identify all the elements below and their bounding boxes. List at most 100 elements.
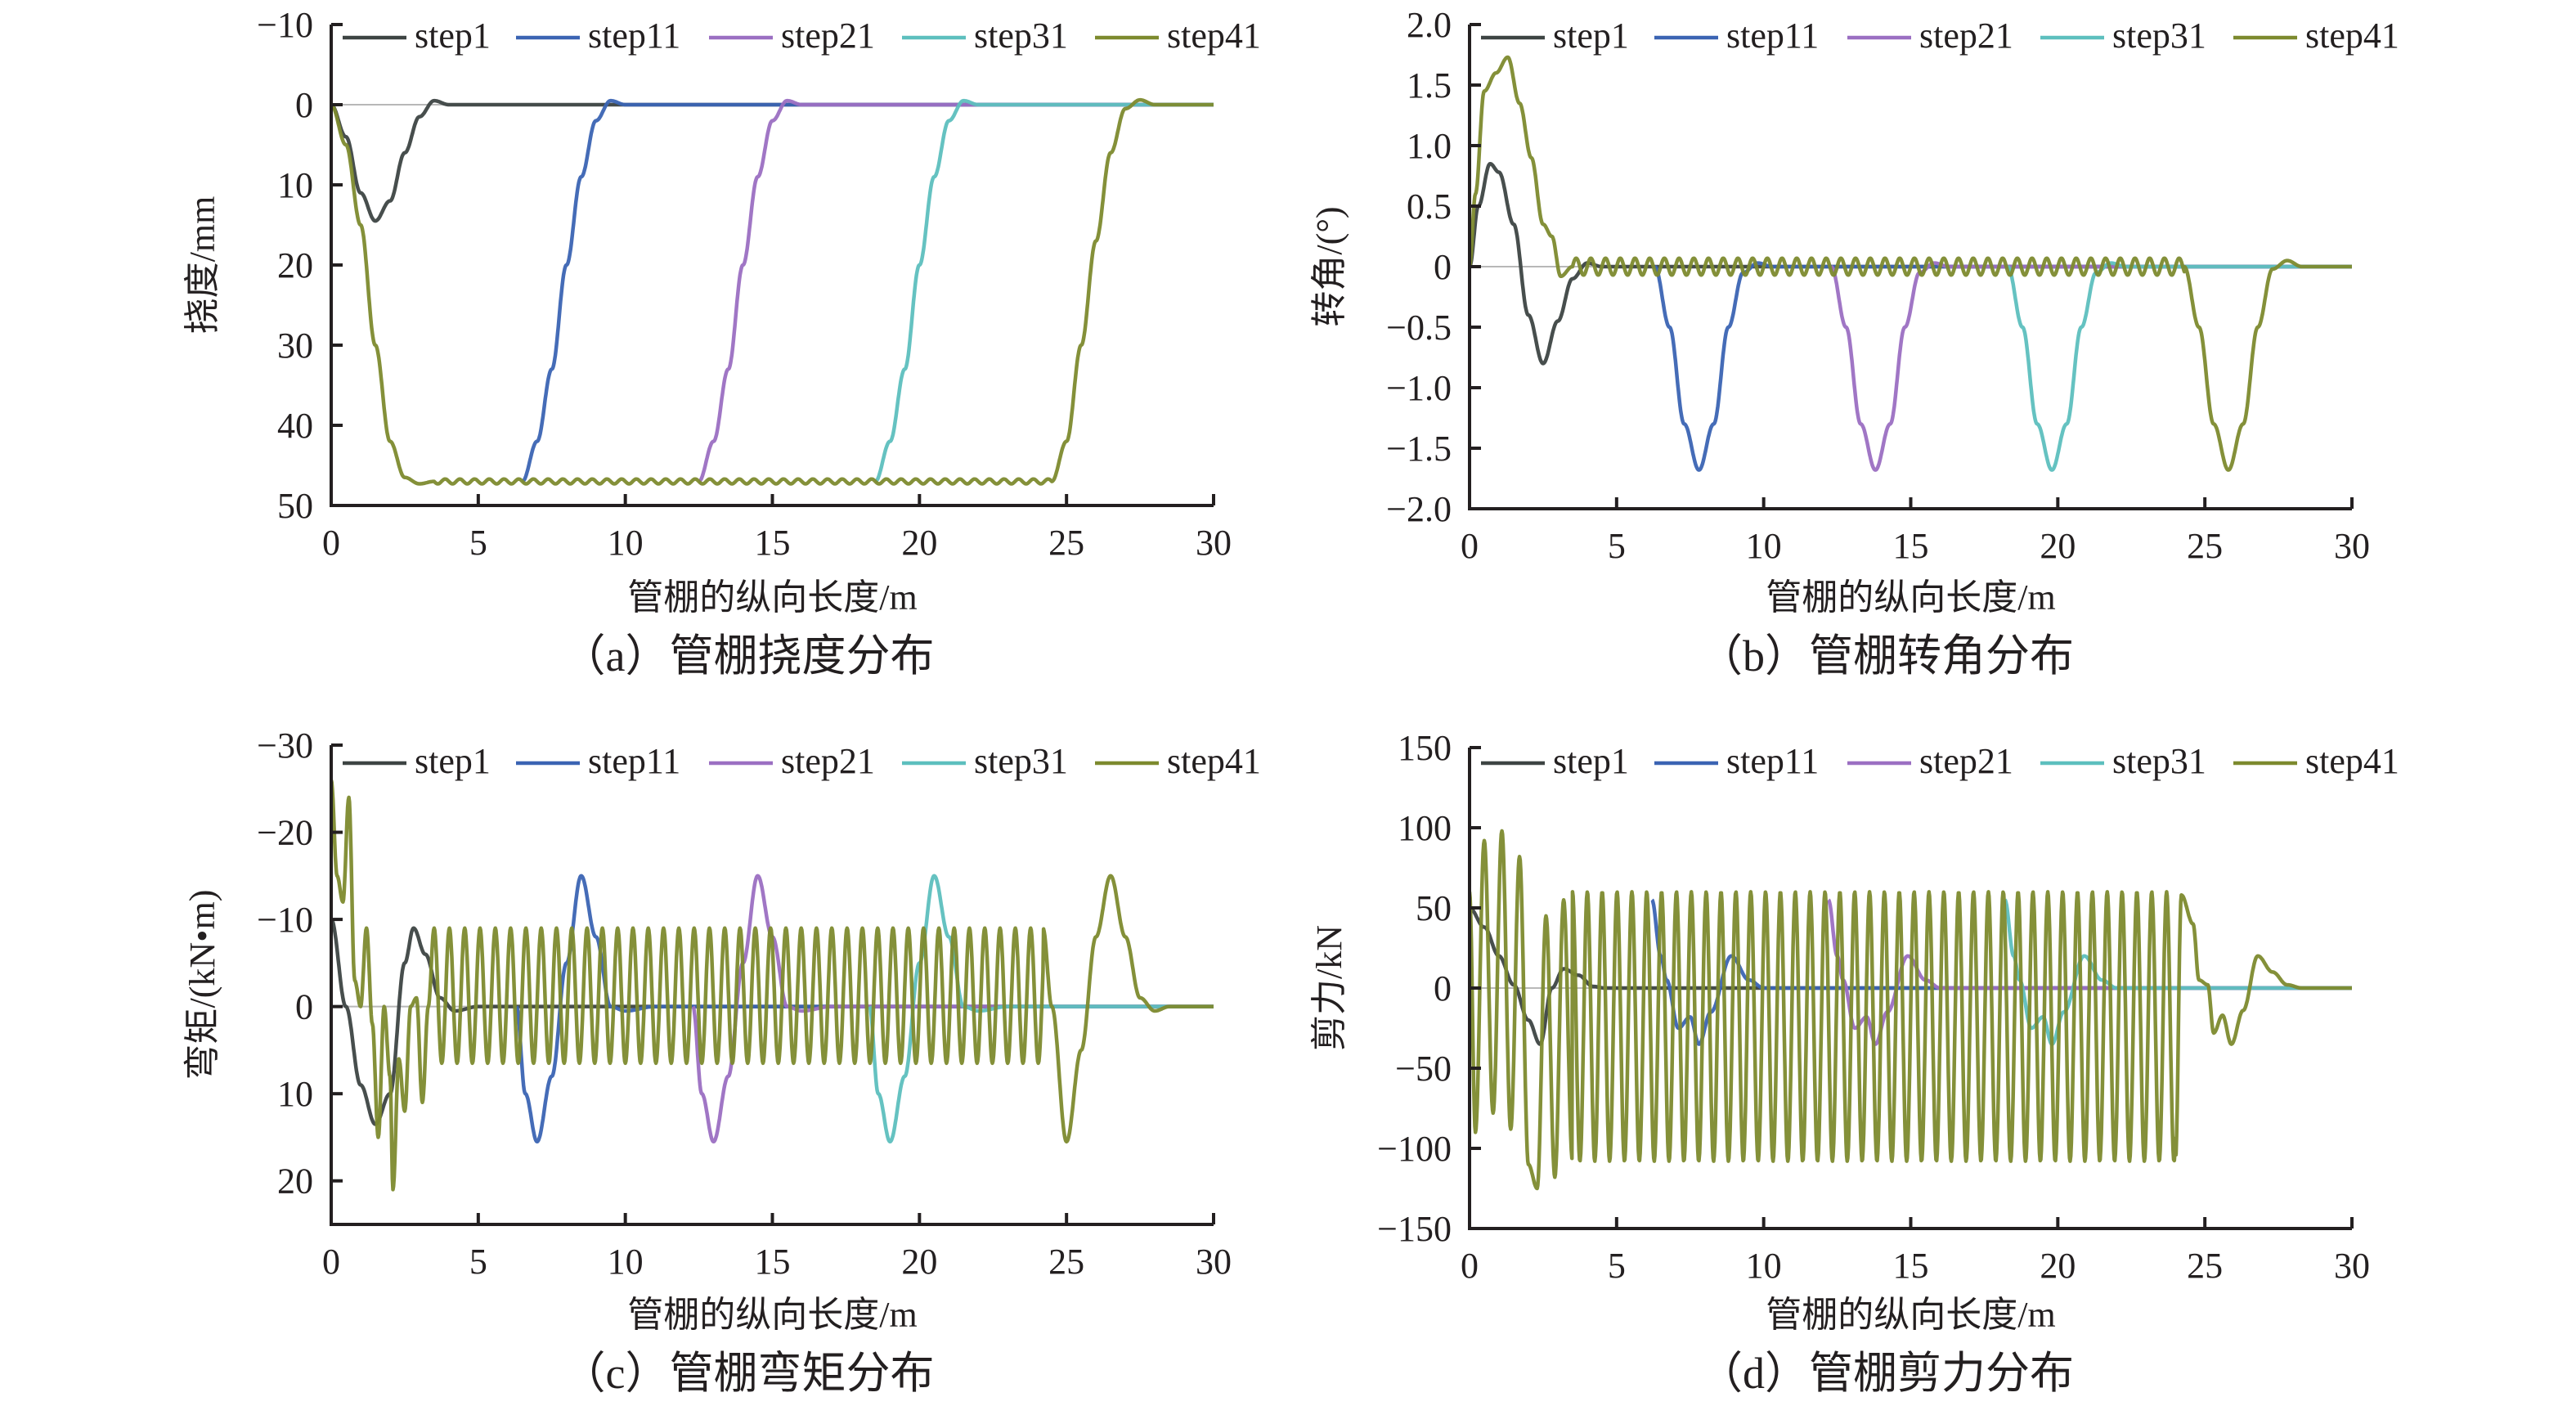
series-line-step1 [331, 98, 1214, 223]
y-tick-label: −150 [1377, 1209, 1452, 1249]
legend-item-step11[interactable]: step11 [1654, 741, 1819, 781]
legend-item-step21[interactable]: step21 [709, 741, 875, 781]
legend-label: step21 [781, 16, 875, 56]
x-tick-label: 25 [1048, 1242, 1084, 1282]
legend-item-step41[interactable]: step41 [2233, 741, 2399, 781]
x-axis-label: 管棚的纵向长度/m [627, 1295, 917, 1335]
panel-b-rotation: 0 5 10 15 20 25 30 −2.0 −1.5 −1.0 −0.5 0 0.5 1.0 1.5 2.… [1309, 5, 2399, 681]
legend: step1 step11 step21 step31 step41 [343, 16, 1261, 56]
legend-label: step11 [588, 16, 680, 56]
series-line-step41 [1470, 55, 2352, 472]
x-tick-label: 15 [1893, 1246, 1929, 1286]
legend-item-step1[interactable]: step1 [1481, 16, 1629, 56]
y-tick-label: 0 [295, 987, 313, 1027]
x-tick-label: 20 [2040, 526, 2076, 566]
x-tick-label: 10 [1746, 526, 1782, 566]
legend-item-step1[interactable]: step1 [343, 16, 491, 56]
x-tick-label: 30 [2334, 526, 2370, 566]
y-tick-label: 1.0 [1407, 126, 1452, 166]
y-tick-label: 0 [1434, 247, 1452, 287]
legend-item-step41[interactable]: step41 [1095, 741, 1261, 781]
y-tick-label: 0.5 [1407, 186, 1452, 227]
legend-label: step21 [1919, 16, 2013, 56]
x-tick-label: 30 [2334, 1246, 2370, 1286]
legend-label: step1 [415, 16, 491, 56]
series-line-step11 [1654, 261, 2352, 472]
x-tick-label: 0 [322, 523, 340, 563]
x-tick-label: 15 [755, 523, 791, 563]
legend-label: step41 [2305, 16, 2399, 56]
y-tick-label: 30 [277, 326, 313, 366]
legend-item-step11[interactable]: step11 [1654, 16, 1819, 56]
legend-label: step11 [588, 741, 680, 781]
legend-label: step1 [1553, 16, 1629, 56]
legend-item-step11[interactable]: step11 [516, 16, 680, 56]
x-tick-label: 30 [1196, 1242, 1232, 1282]
legend-item-step1[interactable]: step1 [343, 741, 491, 781]
legend-label: step11 [1726, 16, 1819, 56]
x-axis-label: 管棚的纵向长度/m [1766, 577, 2055, 618]
x-tick-label: 10 [608, 1242, 644, 1282]
y-tick-label: 50 [277, 486, 313, 526]
x-tick-label: 10 [1746, 1246, 1782, 1286]
legend-item-step21[interactable]: step21 [1847, 16, 2013, 56]
legend-label: step41 [1167, 741, 1261, 781]
series-line-step21 [698, 98, 1214, 483]
series-group [1470, 55, 2352, 472]
legend-item-step1[interactable]: step1 [1481, 741, 1629, 781]
y-tick-label: 20 [277, 245, 313, 285]
legend: step1 step11 step21 step31 step41 [1481, 741, 2399, 781]
y-tick-label: 10 [277, 1074, 313, 1114]
legend-label: step21 [1919, 741, 2013, 781]
legend-label: step31 [974, 16, 1068, 56]
series-line-step41 [331, 97, 1214, 486]
legend-label: step21 [781, 741, 875, 781]
series-group [331, 779, 1214, 1192]
series-line-step41 [1470, 829, 2352, 1191]
legend-item-step21[interactable]: step21 [709, 16, 875, 56]
legend-item-step21[interactable]: step21 [1847, 741, 2013, 781]
legend-item-step41[interactable]: step41 [1095, 16, 1261, 56]
series-group [331, 97, 1214, 486]
y-axis-label: 转角/(°) [1309, 206, 1349, 326]
panel-caption: （b）管棚转角分布 [1699, 631, 2074, 681]
legend-label: step41 [2305, 741, 2399, 781]
legend-item-step31[interactable]: step31 [902, 16, 1068, 56]
y-tick-label: −10 [257, 900, 313, 940]
y-tick-label: 40 [277, 406, 313, 446]
legend-item-step31[interactable]: step31 [2040, 16, 2206, 56]
x-tick-label: 5 [1608, 526, 1626, 566]
x-tick-label: 20 [2040, 1246, 2076, 1286]
y-tick-label: 0 [295, 85, 313, 125]
legend-label: step11 [1726, 741, 1819, 781]
panel-caption: （d）管棚剪力分布 [1699, 1349, 2074, 1398]
x-tick-label: 0 [322, 1242, 340, 1282]
series-line-step31 [873, 98, 1214, 483]
series-line-step31 [2006, 261, 2352, 472]
legend-item-step41[interactable]: step41 [2233, 16, 2399, 56]
x-tick-label: 30 [1196, 523, 1232, 563]
legend: step1 step11 step21 step31 step41 [343, 741, 1261, 781]
legend-item-step31[interactable]: step31 [2040, 741, 2206, 781]
legend: step1 step11 step21 step31 step41 [1481, 16, 2399, 56]
y-axis-label: 剪力/kN [1309, 925, 1349, 1051]
x-tick-label: 5 [469, 523, 487, 563]
legend-item-step11[interactable]: step11 [516, 741, 680, 781]
y-tick-label: −0.5 [1386, 308, 1452, 348]
x-tick-label: 5 [469, 1242, 487, 1282]
y-axis-label: 挠度/mm [182, 196, 222, 335]
x-tick-label: 15 [1893, 526, 1929, 566]
legend-item-step31[interactable]: step31 [902, 741, 1068, 781]
y-tick-label: −1.0 [1386, 368, 1452, 408]
y-tick-label: 50 [1416, 888, 1452, 928]
legend-label: step41 [1167, 16, 1261, 56]
y-axis-label: 弯矩/(kN•m) [182, 890, 222, 1080]
y-tick-label: −50 [1395, 1049, 1452, 1089]
x-tick-label: 5 [1608, 1246, 1626, 1286]
y-tick-label: −100 [1377, 1129, 1452, 1169]
y-tick-label: 1.5 [1407, 65, 1452, 106]
x-tick-label: 15 [755, 1242, 791, 1282]
x-tick-label: 20 [901, 1242, 937, 1282]
